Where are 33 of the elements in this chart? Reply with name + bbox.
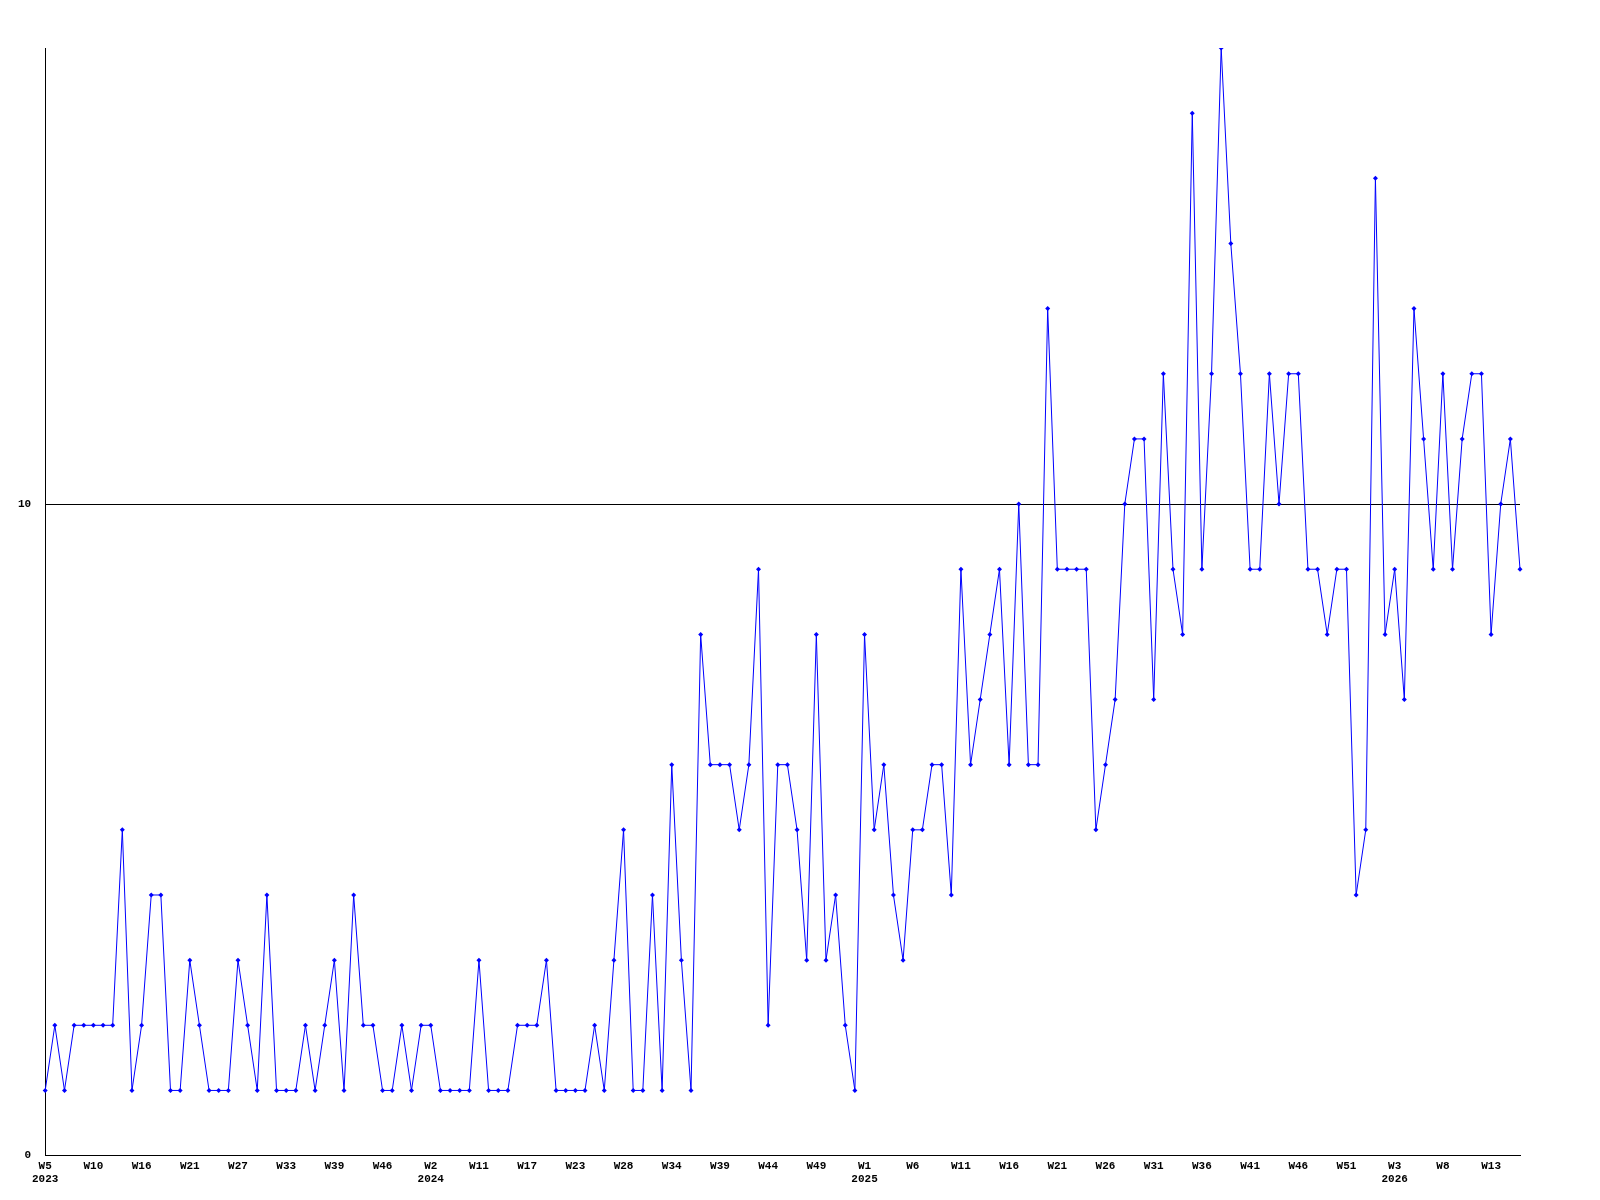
- x-tick-label: W16: [131, 1159, 152, 1172]
- x-tick-label: W10: [83, 1159, 104, 1172]
- x-tick-label: W46: [372, 1159, 393, 1172]
- y-tick-label: 10: [18, 497, 32, 510]
- x-tick-label: W28: [613, 1159, 634, 1172]
- x-tick-label: W46: [1288, 1159, 1309, 1172]
- x-tick-label: W31: [1143, 1159, 1165, 1172]
- x-tick-label: W27: [228, 1159, 248, 1172]
- x-tick-label: W23: [565, 1159, 586, 1172]
- x-tick-label: W39: [710, 1159, 730, 1172]
- x-tick-label: W26: [1095, 1159, 1116, 1172]
- x-tick-label: W11: [469, 1159, 490, 1172]
- x-tick-label: W1 2025: [851, 1159, 879, 1186]
- x-tick-label: W2 2024: [417, 1159, 445, 1186]
- x-tick-label: W5 2023: [32, 1159, 59, 1186]
- x-tick-label: W21: [1047, 1159, 1068, 1172]
- x-tick-label: W34: [661, 1159, 683, 1172]
- x-tick-label: W33: [276, 1159, 297, 1172]
- x-tick-label: W3 2026: [1381, 1159, 1408, 1186]
- x-tick-label: W51: [1336, 1159, 1357, 1172]
- x-tick-label: W13: [1481, 1159, 1502, 1172]
- x-tick-label: W21: [179, 1159, 201, 1172]
- x-tick-label: W17: [517, 1159, 538, 1172]
- x-tick-label: W11: [951, 1159, 972, 1172]
- x-tick-label: W6: [906, 1159, 920, 1172]
- x-tick-label: W16: [999, 1159, 1020, 1172]
- x-tick-label: W36: [1192, 1159, 1212, 1172]
- x-tick-label: W44: [758, 1159, 779, 1172]
- x-tick-label: W8: [1436, 1159, 1450, 1172]
- x-tick-label: W49: [806, 1159, 827, 1172]
- x-tick-label: W41: [1240, 1159, 1261, 1172]
- y-tick-label: 0: [24, 1149, 32, 1162]
- x-tick-label: W39: [324, 1159, 345, 1172]
